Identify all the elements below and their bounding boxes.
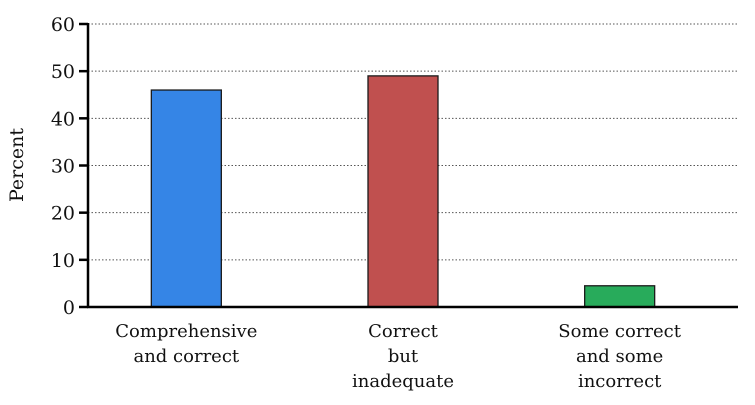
x-category-label-line: and correct: [133, 346, 239, 367]
bar: [150, 89, 222, 308]
y-tick-label: 0: [63, 297, 75, 319]
y-tick-label: 20: [51, 203, 75, 225]
y-tick-label: 30: [51, 156, 75, 178]
bar: [367, 75, 439, 308]
x-category-label: Some correct and some incorrect: [558, 321, 681, 392]
bars: [150, 75, 656, 308]
x-category-labels: Comprehensive and correct Correct but inadeq…: [115, 321, 682, 392]
y-tick-label: 60: [51, 14, 75, 36]
x-category-label: Correct but inadequate: [352, 321, 454, 392]
x-category-label-line: Comprehensive: [115, 321, 257, 342]
x-category-label: Comprehensive and correct: [115, 321, 257, 367]
x-category-label-line: but: [388, 346, 419, 367]
x-category-label-line: Some correct: [558, 321, 681, 342]
y-axis-label: Percent: [6, 128, 28, 202]
bar: [584, 285, 656, 308]
x-category-label-line: incorrect: [578, 371, 662, 392]
y-tick-label: 40: [51, 108, 75, 130]
x-category-label-line: and some: [576, 346, 663, 367]
y-tick-label: 10: [51, 250, 75, 272]
x-category-label-line: Correct: [368, 321, 439, 342]
x-category-label-line: inadequate: [352, 371, 454, 392]
y-tick-labels: 0 10 20 30 40 50 60: [51, 14, 75, 319]
y-tick-label: 50: [51, 61, 75, 83]
axes: [79, 22, 738, 309]
